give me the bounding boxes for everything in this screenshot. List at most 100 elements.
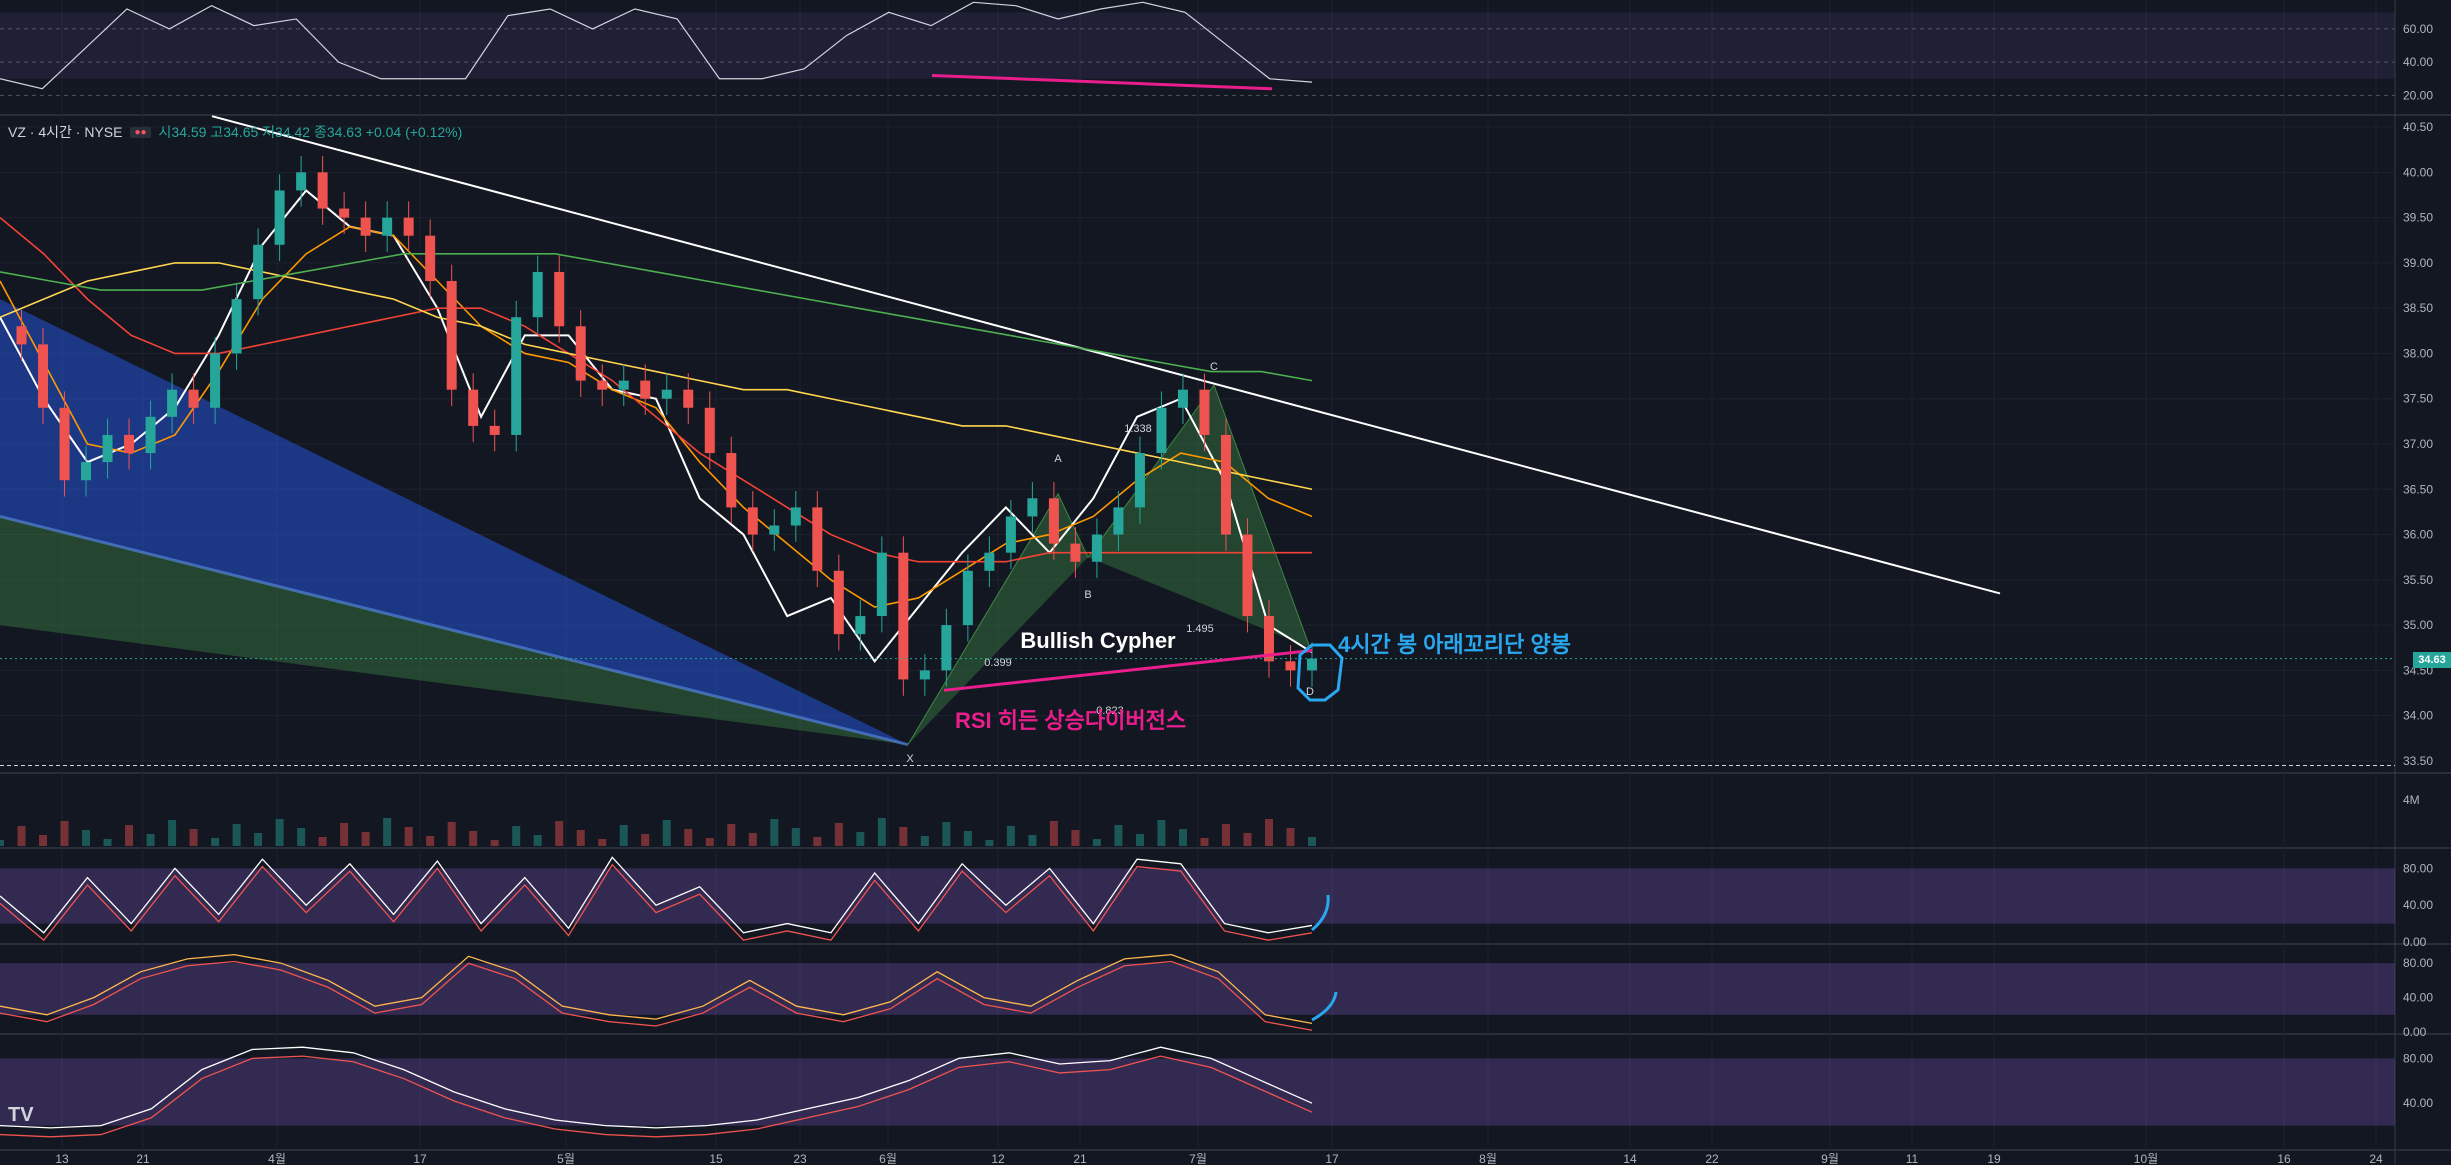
candle-body xyxy=(833,570,844,635)
volume-bar xyxy=(641,834,650,846)
x-tick-label: 5월 xyxy=(557,1152,575,1165)
stoch-tick-label: 40.00 xyxy=(2403,991,2433,1005)
volume-bar xyxy=(1135,834,1144,846)
osc-tick-label: 80.00 xyxy=(2403,1051,2433,1065)
volume-bar xyxy=(125,825,134,846)
volume-tick-label: 4M xyxy=(2403,793,2420,807)
rsi-tick-label: 80.00 xyxy=(2403,0,2433,3)
symbol-label[interactable]: VZ · 4시간 · NYSE xyxy=(8,124,123,140)
volume-bar xyxy=(426,836,435,846)
candle-body xyxy=(446,281,457,390)
volume-bar xyxy=(275,819,284,846)
x-tick-label: 15 xyxy=(709,1152,723,1165)
x-tick-label: 22 xyxy=(1705,1152,1719,1165)
stoch-rsi-tick-label: 40.00 xyxy=(2403,898,2433,912)
price-tick-label: 33.50 xyxy=(2403,754,2433,768)
candle-body xyxy=(1113,507,1124,535)
candle-body xyxy=(898,552,909,680)
candle-body xyxy=(231,299,242,354)
candle-body xyxy=(661,389,672,399)
divergence-line-rsi xyxy=(931,73,1273,91)
candle-body xyxy=(274,190,285,245)
volume-bar xyxy=(1157,820,1166,846)
candle-body xyxy=(210,353,221,408)
x-tick-label: 24 xyxy=(2369,1152,2383,1165)
candle-body xyxy=(554,271,565,327)
rsi-band xyxy=(0,12,2395,79)
stoch-curl xyxy=(1311,991,1338,1022)
candle-body xyxy=(59,407,70,481)
x-tick-label: 10월 xyxy=(2134,1152,2158,1165)
stoch-rsi-tick-label: 80.00 xyxy=(2403,861,2433,875)
volume-bar xyxy=(619,825,628,846)
stoch-tick-label: 0.00 xyxy=(2403,1025,2427,1039)
candle-body xyxy=(16,326,27,345)
volume-bar xyxy=(1200,838,1209,846)
volume-bar xyxy=(1308,837,1316,846)
candle-body xyxy=(1199,389,1210,435)
candle-body xyxy=(468,389,479,426)
candle-body xyxy=(941,625,952,671)
candle-body xyxy=(145,416,156,454)
x-tick-label: 13 xyxy=(55,1152,69,1165)
volume-bar xyxy=(662,820,671,846)
descending-trendline xyxy=(211,115,2001,595)
x-tick-label: 14 xyxy=(1623,1152,1637,1165)
candle-body xyxy=(1070,543,1081,562)
volume-bar xyxy=(963,831,972,846)
pattern-point-label: B xyxy=(1084,589,1091,601)
volume-bar xyxy=(297,828,306,846)
moving-average-line xyxy=(0,253,1313,382)
pattern-point-label: C xyxy=(1210,361,1218,373)
candle-body xyxy=(317,172,328,209)
volume-bar xyxy=(770,819,779,846)
candle-highlight-circle xyxy=(1296,643,1344,702)
x-tick-label: 21 xyxy=(1073,1152,1087,1165)
volume-bar xyxy=(469,831,478,846)
rsi-tick-label: 40.00 xyxy=(2403,55,2433,69)
pattern-point-label: X xyxy=(906,753,914,765)
volume-bar xyxy=(1049,821,1058,846)
stoch-rsi-line xyxy=(0,856,1313,934)
price-tick-label: 40.50 xyxy=(2403,120,2433,134)
price-tick-label: 39.50 xyxy=(2403,211,2433,225)
x-tick-label: 4월 xyxy=(268,1152,286,1165)
candle-body xyxy=(360,217,371,236)
fan-blue xyxy=(0,299,908,745)
tradingview-logo[interactable]: TV xyxy=(8,1104,34,1126)
stoch-rsi-tick-label: 0.00 xyxy=(2403,935,2427,949)
volume-bar xyxy=(576,830,585,846)
volume-bar xyxy=(1028,835,1037,846)
candle-body xyxy=(640,380,651,399)
candle-body xyxy=(489,425,500,435)
volume-bar xyxy=(60,821,69,846)
chart-header: VZ · 4시간 · NYSE ●● 시34.59 고34.65 저34.42 … xyxy=(8,122,462,142)
lower-indicators xyxy=(0,856,2395,1138)
candle-body xyxy=(984,552,995,571)
candle-body xyxy=(81,462,92,481)
candle-body xyxy=(38,344,49,408)
candle-body xyxy=(188,389,199,408)
volume-bar xyxy=(103,839,112,846)
x-tick-label: 17 xyxy=(1325,1152,1339,1165)
stoch-rsi-line xyxy=(0,863,1313,942)
stoch-line xyxy=(0,960,1313,1031)
volume-bar xyxy=(598,839,607,846)
volume-bar xyxy=(1006,826,1015,846)
candle-body xyxy=(1134,453,1145,508)
price-tick-label: 37.00 xyxy=(2403,437,2433,451)
price-tick-label: 37.50 xyxy=(2403,392,2433,406)
rsi-tick-label: 20.00 xyxy=(2403,88,2433,102)
volume-pane xyxy=(0,818,1316,846)
candle-body xyxy=(597,380,608,390)
volume-bar xyxy=(318,837,327,846)
candle-body xyxy=(403,217,414,236)
volume-bar xyxy=(1286,828,1295,846)
volume-bar xyxy=(490,840,499,846)
price-tick-label: 38.50 xyxy=(2403,301,2433,315)
stoch-tick-label: 80.00 xyxy=(2403,956,2433,970)
candle-body xyxy=(1048,498,1059,544)
volume-bar xyxy=(39,835,48,846)
alert-badge[interactable]: ●● xyxy=(130,126,151,138)
